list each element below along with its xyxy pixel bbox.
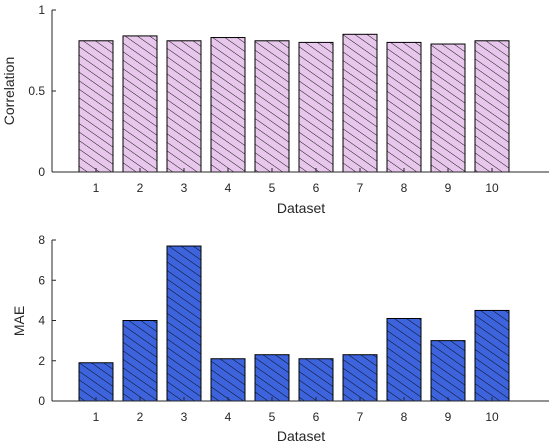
mae-chart: 1 2 3 4 5 6 7 8 9 10 0 2 4 6 8 Dataset MAE xyxy=(11,233,549,444)
mae-bar-9 xyxy=(430,340,466,402)
mae-bar-6 xyxy=(298,358,334,402)
mae-x-tick-label: 7 xyxy=(357,410,364,424)
correlation-y-tick-label: 1 xyxy=(38,3,45,17)
correlation-bar-7 xyxy=(342,33,378,173)
correlation-x-tick-label: 3 xyxy=(181,181,188,195)
correlation-bar-8 xyxy=(386,41,422,173)
mae-bar-8 xyxy=(386,317,422,402)
mae-bar-1 xyxy=(78,362,114,402)
correlation-y-tick-labels: 00.51 xyxy=(28,3,45,179)
mae-x-axis-label: Dataset xyxy=(277,428,325,444)
correlation-bar-2 xyxy=(122,35,158,173)
mae-y-tick-label: 2 xyxy=(38,354,45,368)
mae-x-tick-label: 10 xyxy=(485,410,499,424)
mae-x-tick-label: 1 xyxy=(93,410,100,424)
mae-bar-7 xyxy=(342,354,378,402)
correlation-bars xyxy=(78,33,510,173)
mae-x-tick-label: 6 xyxy=(313,410,320,424)
correlation-x-tick-label: 1 xyxy=(93,181,100,195)
mae-y-tick-label: 4 xyxy=(38,314,45,328)
mae-bar-2 xyxy=(122,320,158,402)
mae-x-tick-label: 3 xyxy=(181,410,188,424)
correlation-bar-9 xyxy=(430,43,466,173)
correlation-y-tick-label: 0.5 xyxy=(28,84,45,98)
correlation-x-tick-label: 9 xyxy=(445,181,452,195)
correlation-x-tick-labels: 1 2 3 4 5 6 7 8 9 10 xyxy=(93,181,499,195)
mae-axes xyxy=(51,239,549,402)
mae-x-tick-label: 5 xyxy=(269,410,276,424)
correlation-x-axis-label: Dataset xyxy=(277,200,325,216)
correlation-bar-3 xyxy=(166,40,202,173)
correlation-x-tick-label: 10 xyxy=(485,181,499,195)
correlation-x-tick-label: 4 xyxy=(225,181,232,195)
mae-y-tick-label: 6 xyxy=(38,273,45,287)
correlation-x-tick-label: 7 xyxy=(357,181,364,195)
correlation-bar-5 xyxy=(254,40,290,173)
mae-bar-4 xyxy=(210,358,246,402)
correlation-x-tick-label: 2 xyxy=(137,181,144,195)
mae-x-tick-label: 9 xyxy=(445,410,452,424)
mae-bar-3 xyxy=(166,245,202,402)
correlation-x-tick-label: 8 xyxy=(401,181,408,195)
mae-y-tick-label: 0 xyxy=(38,394,45,408)
correlation-bar-6 xyxy=(298,41,334,173)
correlation-bar-10 xyxy=(474,40,510,173)
mae-bar-5 xyxy=(254,354,290,402)
correlation-y-axis-label: Correlation xyxy=(1,57,17,125)
correlation-x-tick-label: 5 xyxy=(269,181,276,195)
correlation-axes xyxy=(51,9,549,173)
mae-y-tick-labels: 0 2 4 6 8 xyxy=(38,233,45,408)
correlation-chart: 1 2 3 4 5 6 7 8 9 10 00.51 Dataset Correlation xyxy=(1,3,549,216)
correlation-x-tick-label: 6 xyxy=(313,181,320,195)
mae-y-axis-label: MAE xyxy=(11,306,27,336)
correlation-bar-1 xyxy=(78,40,114,173)
mae-x-tick-label: 2 xyxy=(137,410,144,424)
mae-y-tick-label: 8 xyxy=(38,233,45,247)
mae-bars xyxy=(78,245,510,402)
mae-x-tick-label: 8 xyxy=(401,410,408,424)
mae-x-tick-labels: 1 2 3 4 5 6 7 8 9 10 xyxy=(93,410,499,424)
correlation-bar-4 xyxy=(210,37,246,173)
mae-x-tick-label: 4 xyxy=(225,410,232,424)
correlation-y-tick-label: 0 xyxy=(38,165,45,179)
mae-bar-10 xyxy=(474,309,510,402)
